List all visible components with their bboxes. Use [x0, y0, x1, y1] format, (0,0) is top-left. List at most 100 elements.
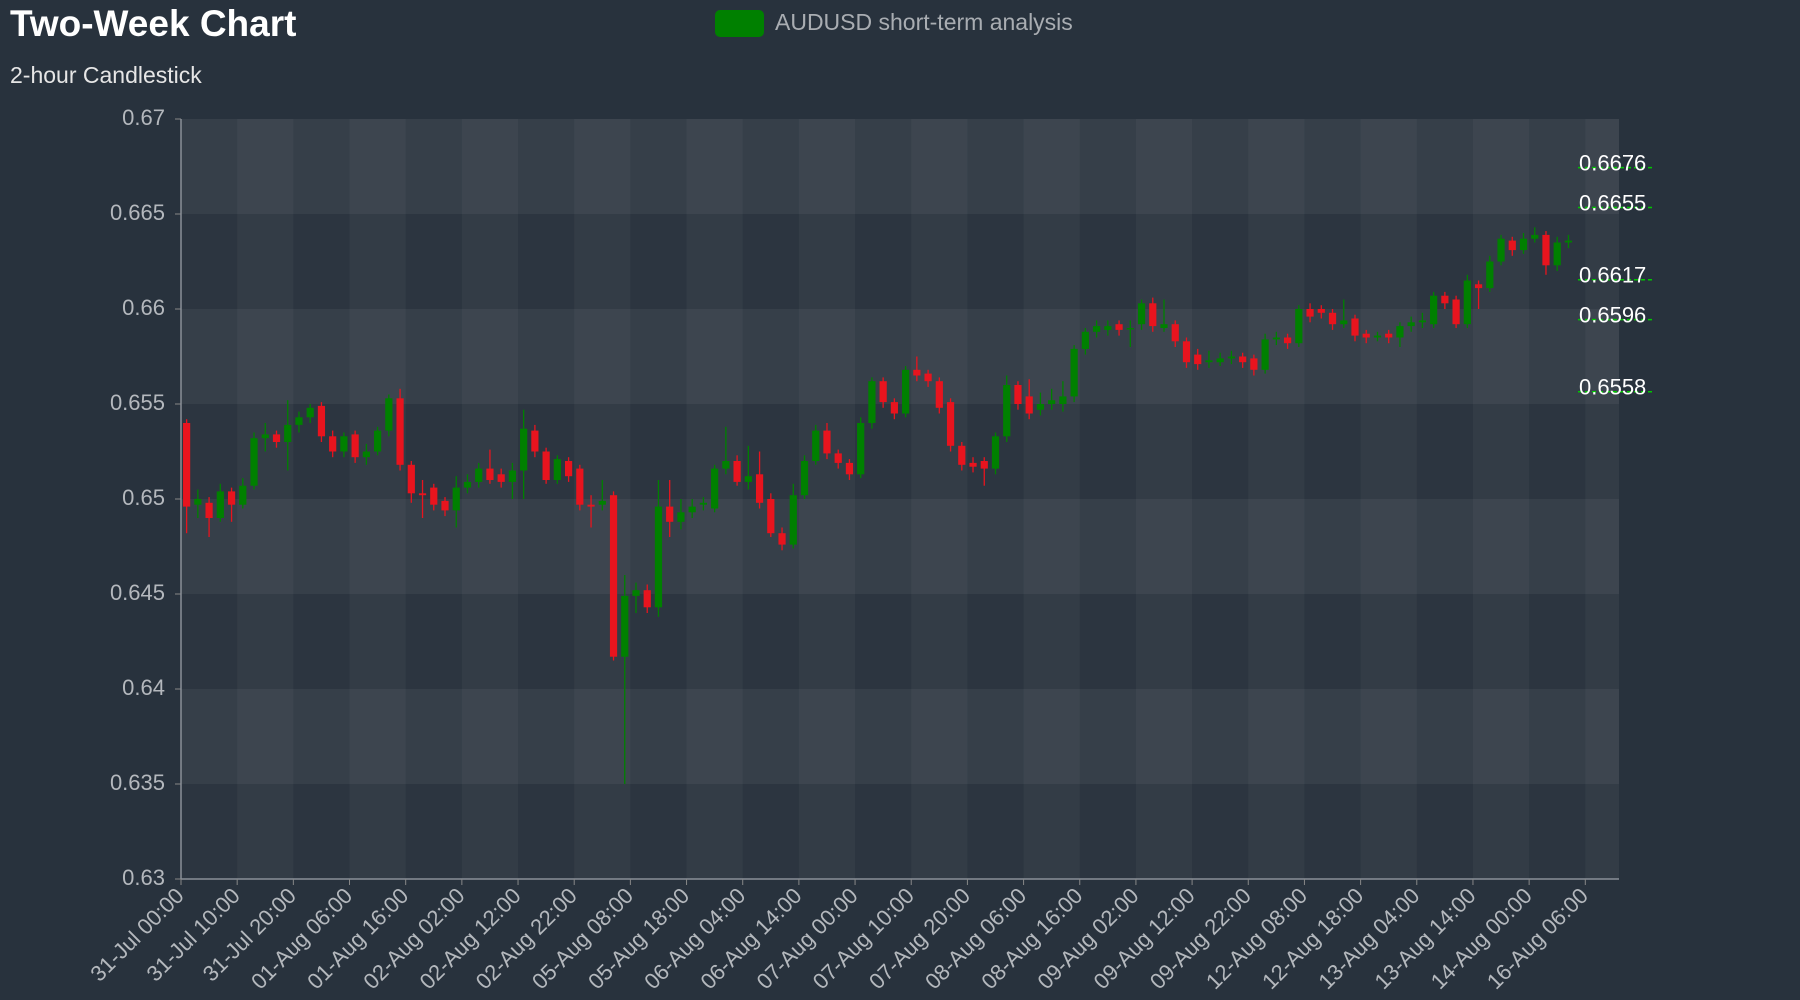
candle-body: [1205, 360, 1213, 363]
candle-body: [654, 506, 663, 608]
candle-body: [1070, 348, 1078, 397]
candle-body: [733, 461, 741, 482]
candle-body: [1227, 356, 1236, 359]
candle-body: [1553, 242, 1561, 266]
candle-body: [1250, 358, 1258, 370]
candle-body: [1261, 339, 1269, 370]
candle-body: [576, 468, 584, 505]
grid-band: [181, 309, 1619, 404]
grid-band: [1585, 119, 1619, 879]
grid-band: [1473, 119, 1529, 879]
candle-body: [1048, 400, 1056, 404]
candle-body: [845, 462, 854, 475]
level-label: 0.6676: [1579, 150, 1646, 175]
candle-body: [913, 369, 921, 376]
y-tick-label: 0.635: [110, 770, 165, 795]
candle-body: [351, 434, 359, 458]
candle-body: [969, 462, 977, 467]
grid-band: [799, 119, 855, 879]
y-tick-label: 0.66: [122, 295, 165, 320]
candle-body: [1059, 396, 1067, 404]
candle-body: [1542, 234, 1550, 266]
candle-body: [497, 474, 505, 482]
legend-label: AUDUSD short-term analysis: [775, 9, 1073, 35]
candle-body: [1295, 309, 1303, 344]
candle-body: [317, 405, 326, 437]
candle-body: [216, 491, 224, 518]
candle-body: [699, 502, 707, 505]
candle-body: [879, 381, 887, 403]
candle-body: [755, 474, 764, 503]
candle-body: [452, 487, 460, 511]
candle-body: [1239, 356, 1247, 363]
candle-body: [980, 461, 988, 469]
candle-body: [677, 512, 685, 522]
candle-body: [632, 590, 640, 596]
candle-body: [1115, 324, 1123, 330]
grid-band: [1024, 119, 1080, 879]
candle-body: [407, 464, 415, 494]
candle-body: [935, 381, 943, 408]
grid-band: [462, 119, 518, 879]
candle-body: [902, 369, 910, 414]
candle-body: [1182, 341, 1191, 363]
candle-body: [1396, 326, 1404, 338]
y-tick-label: 0.63: [122, 865, 165, 890]
candle-body: [1036, 404, 1045, 410]
candle-body: [1340, 320, 1348, 325]
candle-body: [239, 485, 247, 505]
y-tick-label: 0.655: [110, 390, 165, 415]
y-tick-label: 0.665: [110, 200, 165, 225]
candle-body: [564, 461, 573, 477]
candle-body: [800, 461, 809, 496]
grid-band: [181, 499, 1619, 594]
y-tick-label: 0.64: [122, 675, 165, 700]
candle-body: [1486, 261, 1494, 289]
candle-body: [306, 407, 314, 418]
candle-body: [609, 495, 618, 657]
candle-body: [1137, 303, 1146, 325]
candle-body: [542, 451, 550, 480]
candle-body: [250, 438, 258, 486]
grid-band: [911, 119, 967, 879]
candle-body: [463, 481, 472, 488]
candle-body: [1531, 234, 1539, 239]
candle-body: [183, 423, 191, 507]
candle-body: [1025, 396, 1033, 414]
candle-body: [1283, 337, 1292, 344]
candle-body: [744, 476, 752, 482]
candle-body: [1126, 328, 1134, 330]
candle-body: [1014, 385, 1022, 404]
candle-body: [778, 533, 786, 545]
candle-body: [1362, 333, 1370, 338]
candle-body: [711, 468, 719, 509]
candle-body: [329, 436, 337, 452]
level-label: 0.6617: [1579, 263, 1646, 288]
candle-body: [1497, 238, 1505, 262]
candle-body: [991, 436, 1000, 469]
candle-body: [890, 402, 898, 414]
candle-body: [1463, 280, 1471, 325]
candle-body: [1160, 324, 1168, 328]
candle-body: [1519, 238, 1528, 251]
candle-body: [205, 502, 213, 518]
candle-body: [441, 500, 449, 511]
candle-body: [520, 428, 528, 471]
candle-body: [1508, 240, 1516, 251]
candle-body: [1407, 322, 1415, 327]
grid-band: [1136, 119, 1192, 879]
candle-body: [868, 381, 876, 423]
candle-body: [396, 398, 404, 465]
y-tick-label: 0.65: [122, 485, 165, 510]
candle-body: [284, 424, 292, 442]
candle-body: [1093, 326, 1101, 332]
candle-body: [666, 506, 674, 522]
candle-body: [688, 506, 696, 513]
level-label: 0.6558: [1579, 375, 1646, 400]
candle-body: [1216, 358, 1224, 363]
candle-body: [767, 499, 775, 534]
candle-body: [1474, 284, 1483, 289]
candle-body: [418, 493, 427, 496]
candle-body: [1149, 303, 1157, 327]
candle-body: [261, 434, 269, 439]
